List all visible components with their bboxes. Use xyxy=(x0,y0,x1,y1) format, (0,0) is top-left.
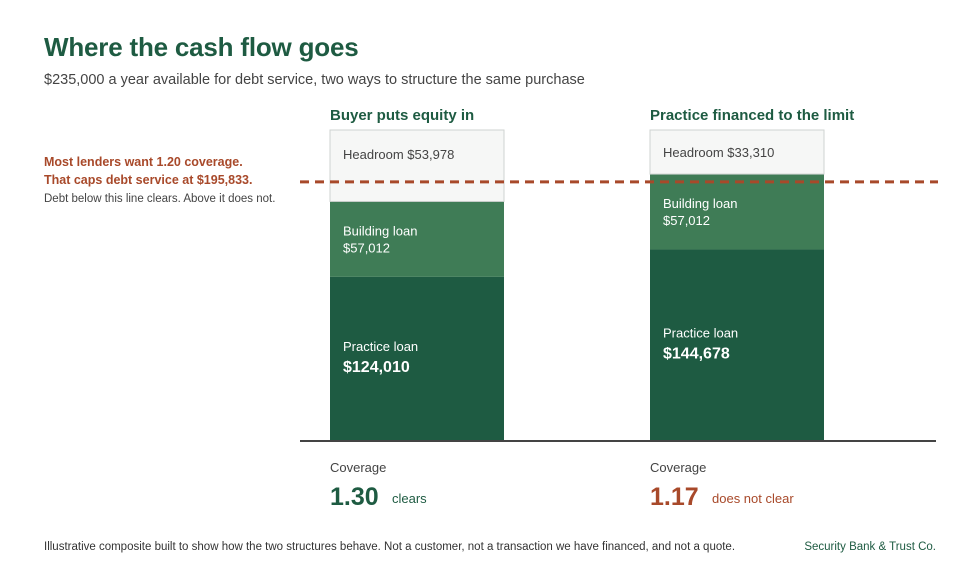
building-loan-value: $57,012 xyxy=(663,213,710,228)
building-loan-value: $57,012 xyxy=(343,240,390,255)
building-loan-label: Building loan xyxy=(343,223,417,238)
building-loan-segment xyxy=(650,174,824,250)
threshold-note: Most lenders want 1.20 coverage. That ca… xyxy=(44,153,294,205)
headroom-segment xyxy=(649,129,825,175)
practice-loan-value: $144,678 xyxy=(663,345,730,362)
threshold-note-line3: Debt below this line clears. Above it do… xyxy=(44,193,276,205)
practice-loan-label: Practice loan xyxy=(663,325,738,340)
building-loan-label: Building loan xyxy=(663,196,737,211)
coverage-verdict: clears xyxy=(392,491,427,506)
threshold-note-line2: That caps debt service at $195,833. xyxy=(44,173,253,187)
practice-loan-segment xyxy=(650,249,824,441)
headroom-label: Headroom $53,978 xyxy=(343,147,454,162)
bar-title: Practice financed to the limit xyxy=(650,107,854,124)
bar-title: Buyer puts equity in xyxy=(330,107,474,124)
coverage-label: Coverage xyxy=(650,460,706,475)
headroom-segment xyxy=(329,129,505,202)
headroom-label: Headroom $33,310 xyxy=(663,145,774,160)
chart-subtitle: $235,000 a year available for debt servi… xyxy=(44,72,585,88)
coverage-ratio: 1.30 xyxy=(330,483,379,511)
practice-loan-segment xyxy=(330,276,504,441)
footer-disclaimer: Illustrative composite built to show how… xyxy=(44,541,736,553)
threshold-note-line1: Most lenders want 1.20 coverage. xyxy=(44,155,243,169)
footer-bank-name: Security Bank & Trust Co. xyxy=(804,541,936,553)
practice-loan-value: $124,010 xyxy=(343,359,410,376)
coverage-verdict: does not clear xyxy=(712,491,794,506)
coverage-ratio: 1.17 xyxy=(650,483,699,511)
practice-loan-label: Practice loan xyxy=(343,339,418,354)
building-loan-segment xyxy=(330,201,504,277)
coverage-label: Coverage xyxy=(330,460,386,475)
chart-title: Where the cash flow goes xyxy=(44,32,359,62)
